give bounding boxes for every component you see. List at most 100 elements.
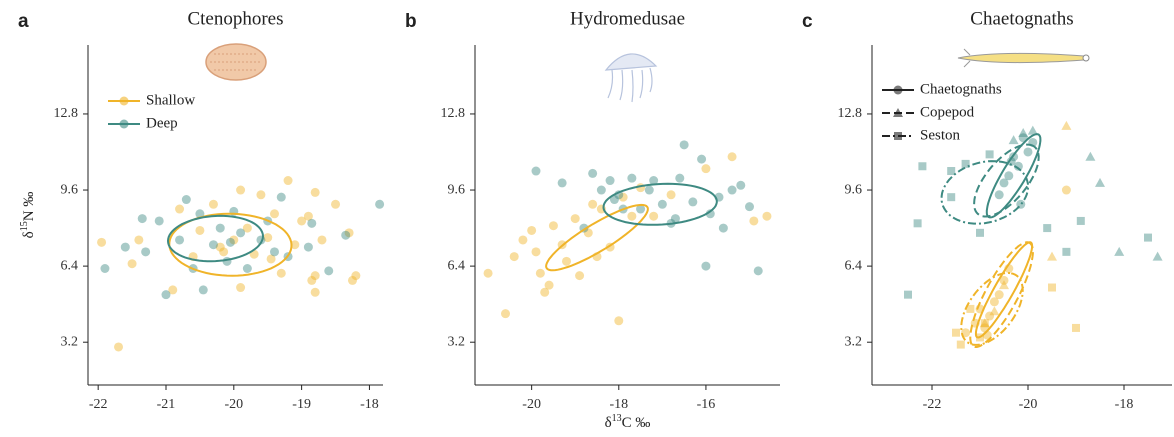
point [236,228,246,238]
point [636,204,646,214]
point [736,180,746,190]
point [114,342,124,352]
point [913,219,922,228]
point [1114,246,1125,256]
point [181,195,191,205]
y-tick-label: 12.8 [441,106,466,121]
points [904,120,1163,349]
ellipse [974,241,1034,339]
point [1006,157,1016,167]
panel-label: a [18,11,29,32]
point [175,204,185,214]
point [535,268,545,278]
y-tick-label: 6.4 [448,258,466,273]
x-tick-label: -18 [1115,397,1134,412]
x-tick-label: -22 [89,397,108,412]
point [175,235,185,245]
point [609,195,619,205]
ellipse [969,241,1034,348]
ellipse [940,160,1030,225]
point [675,173,685,183]
point [344,228,354,238]
point [989,297,999,307]
point [276,268,286,278]
point [269,247,279,257]
point [266,254,276,264]
ellipse [960,272,1024,346]
point [307,275,317,285]
label-part: C ‰ [622,415,651,431]
point [575,271,585,281]
point [303,211,313,221]
point [242,223,252,233]
point [605,176,615,186]
point [195,225,205,235]
point [225,237,235,247]
point [999,280,1009,290]
ellipse [168,212,293,277]
point [1008,135,1019,145]
point [1144,233,1152,242]
chart-title: Hydromedusae [570,8,685,29]
y-tick-label: 3.2 [448,334,466,349]
label-sup: 15 [19,221,30,231]
point [614,316,624,326]
point [649,176,659,186]
point [483,268,493,278]
point [705,209,715,219]
point [1061,120,1072,130]
point [198,285,208,295]
point [952,328,960,337]
point [208,240,218,250]
y-tick-label: 6.4 [61,258,79,273]
point [688,197,698,207]
point [97,237,107,247]
point [215,242,225,252]
legend-marker [119,96,129,106]
point [644,185,654,195]
point [727,152,737,162]
ellipse [545,203,649,272]
point [1072,323,1080,332]
point [701,164,711,174]
point [980,319,989,328]
label-sup: 13 [612,413,622,424]
point [1047,251,1057,261]
point [310,271,320,281]
point [263,233,273,243]
point [168,285,178,295]
legend-marker [893,85,903,95]
point [161,290,171,300]
x-tick-label: -21 [157,397,176,412]
point [127,259,137,269]
point [961,159,970,168]
point [1062,247,1071,256]
x-tick-label: -18 [360,397,379,412]
point [137,214,147,224]
chart-title: Ctenophores [187,8,283,29]
point [100,263,110,273]
point [649,211,659,221]
point [303,242,313,252]
point [242,263,252,273]
point [570,214,580,224]
point [966,304,975,313]
y-tick-label: 12.8 [54,106,79,121]
ctenophore-icon [205,43,267,81]
x-tick-label: -22 [923,397,942,412]
chaetognath-icon [957,48,1090,68]
panel-label: b [405,11,417,32]
point [276,192,286,202]
y-tick-label: 9.6 [61,182,79,197]
x-tick-label: -18 [609,397,628,412]
point [351,271,361,281]
point [215,223,225,233]
point [518,235,528,245]
point [670,214,680,224]
point [120,242,130,252]
point [904,290,912,299]
point [531,247,541,257]
ellipse [985,133,1042,219]
point [375,199,385,209]
point [762,211,772,221]
